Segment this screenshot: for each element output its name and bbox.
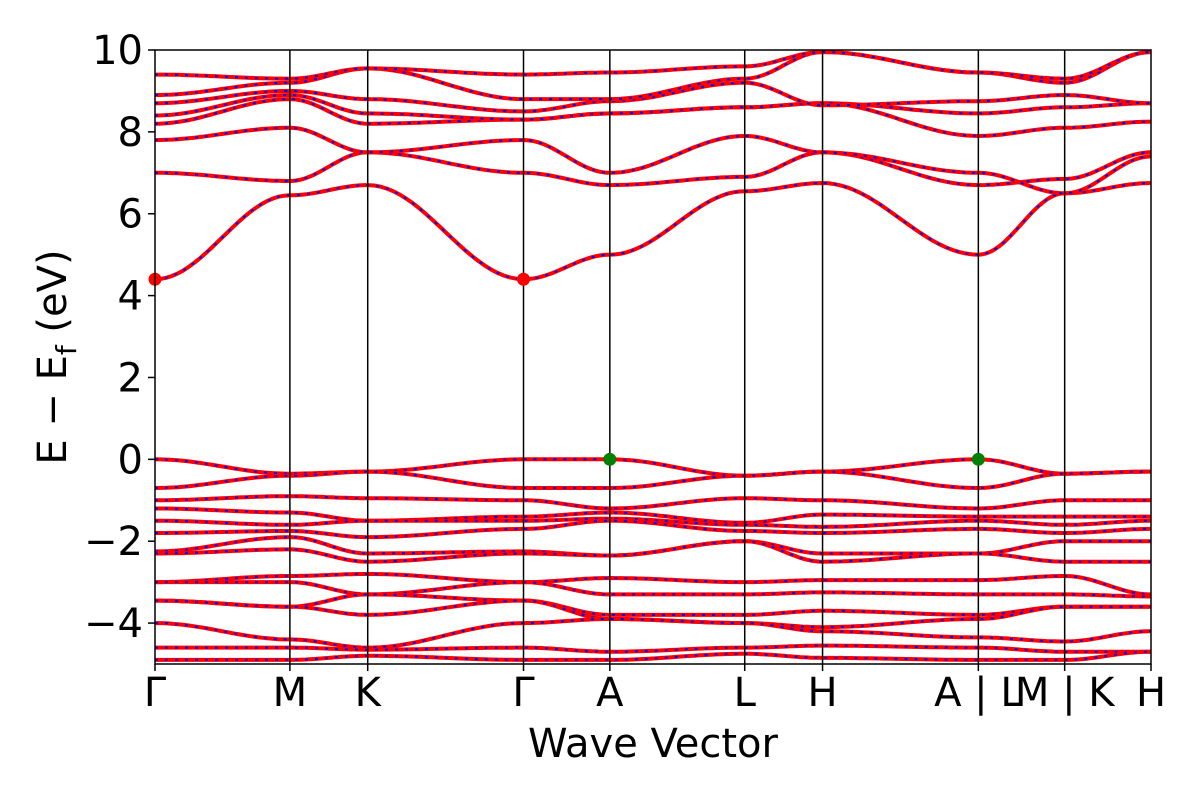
- extrema-markers: [148, 272, 985, 466]
- band-spin-down-10: [155, 470, 1151, 490]
- band-spin-up-18: [155, 580, 1151, 599]
- x-tick-label-3: K: [355, 670, 383, 716]
- band-spin-up-6: [155, 80, 1151, 114]
- x-tick-label-6: L: [734, 670, 757, 716]
- bands-layer: [155, 50, 1151, 662]
- band-spin-down-17: [155, 572, 1151, 596]
- band-spin-down-16: [155, 540, 1151, 563]
- cbm-marker-2: [517, 272, 531, 286]
- x-tick-label-1: Γ: [144, 670, 167, 716]
- band-spin-down-22: [155, 644, 1151, 653]
- y-tick-label-3: 6: [118, 192, 143, 238]
- band-spin-down-5: [155, 93, 1151, 121]
- band-spin-down-21: [155, 618, 1151, 649]
- x-tick-label-5: A: [596, 670, 624, 716]
- band-spin-down-8: [155, 50, 1151, 80]
- y-tick-label-2: 8: [118, 110, 143, 156]
- band-spin-down-15: [155, 536, 1151, 557]
- band-spin-up-14: [155, 518, 1151, 540]
- x-tick-label-4: Γ: [512, 670, 535, 716]
- y-axis-title: E − Ef (eV): [30, 249, 83, 464]
- y-tick-label-1: 10: [92, 28, 143, 74]
- high-symmetry-lines: [289, 50, 1066, 664]
- y-tick-label-4: 4: [118, 274, 143, 320]
- band-spin-down-1: [155, 181, 1151, 281]
- plot-frame: [154, 49, 1152, 665]
- x-tick-label-8: A | L: [934, 670, 1023, 716]
- band-spin-down-9: [155, 458, 1151, 477]
- y-tick-label-5: 2: [118, 355, 143, 401]
- band-spin-up-12: [155, 506, 1151, 525]
- x-axis-title: Wave Vector: [528, 721, 779, 767]
- y-tick-label-7: −2: [84, 519, 143, 565]
- vbm-marker-1: [603, 452, 617, 466]
- x-tick-label-9: M | K: [1015, 670, 1116, 716]
- y-tick-label-8: −4: [84, 601, 143, 647]
- plot-background: [155, 50, 1151, 664]
- y-tick-label-6: 0: [118, 437, 143, 483]
- band-spin-down-13: [155, 517, 1151, 528]
- vbm-marker-2: [971, 452, 985, 466]
- y-axis: 10 8 6 4 2 0 −2 −4: [84, 28, 155, 647]
- x-axis: Γ M K Γ A L H A | LM | K H: [144, 664, 1166, 716]
- band-spin-down-3: [155, 126, 1151, 195]
- band-spin-down-20: [155, 599, 1151, 629]
- x-tick-label-10: H: [1136, 670, 1166, 716]
- band-spin-down-2: [155, 151, 1151, 187]
- band-spin-down-23: [155, 650, 1151, 661]
- x-tick-label-7: H: [808, 670, 838, 716]
- x-tick-label-2: M: [273, 670, 308, 716]
- band-spin-up-11: [155, 494, 1151, 511]
